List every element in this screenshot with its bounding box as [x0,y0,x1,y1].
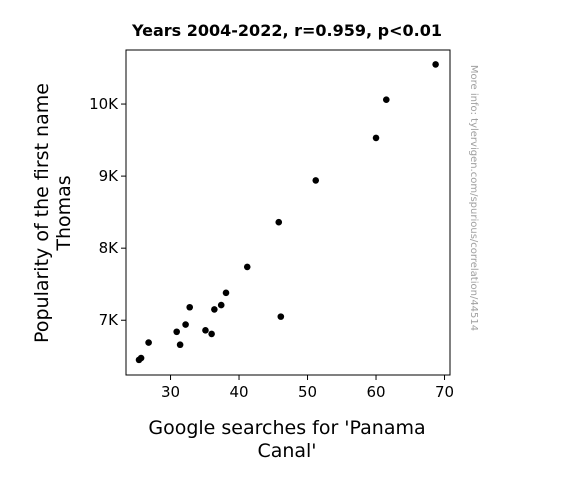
data-point [277,313,285,320]
x-axis: 30 40 50 60 70 [161,375,454,401]
data-point [173,328,180,336]
data-point [208,330,215,338]
y-axis: 7K 8K 9K 10K [89,95,126,329]
data-point [217,301,225,309]
data-point [432,61,439,68]
data-point [372,134,380,142]
x-tick-label: 60 [366,383,385,401]
y-axis-label-line-2: Thomas [53,175,75,251]
x-tick-label: 70 [435,383,454,401]
y-tick-label: 7K [99,311,120,329]
data-point [222,289,230,297]
x-axis-label-line-1: Google searches for 'Panama [148,417,425,439]
chart-title: Years 2004-2022, r=0.959, p<0.01 [131,21,442,40]
data-points [135,61,439,364]
data-point [211,306,218,313]
plot-area [125,49,451,376]
data-point [137,354,145,362]
y-tick-label: 10K [89,95,119,113]
y-tick-label: 9K [99,167,120,185]
x-tick-label: 50 [298,383,317,401]
data-point [312,177,320,184]
data-point [145,339,152,346]
y-axis-label-line-1: Popularity of the first name [31,83,53,343]
data-point [186,303,194,311]
watermark-text: More info: tylervigen.com/spurious/corre… [468,65,479,331]
x-axis-label-line-2: Canal' [257,440,316,462]
data-point [382,96,390,104]
data-point [202,327,209,334]
data-point [243,263,251,271]
data-point [176,341,184,349]
y-tick-label: 8K [99,239,120,257]
data-point [182,321,189,328]
x-tick-label: 40 [229,383,248,401]
x-tick-label: 30 [161,383,180,401]
data-point [275,218,283,226]
